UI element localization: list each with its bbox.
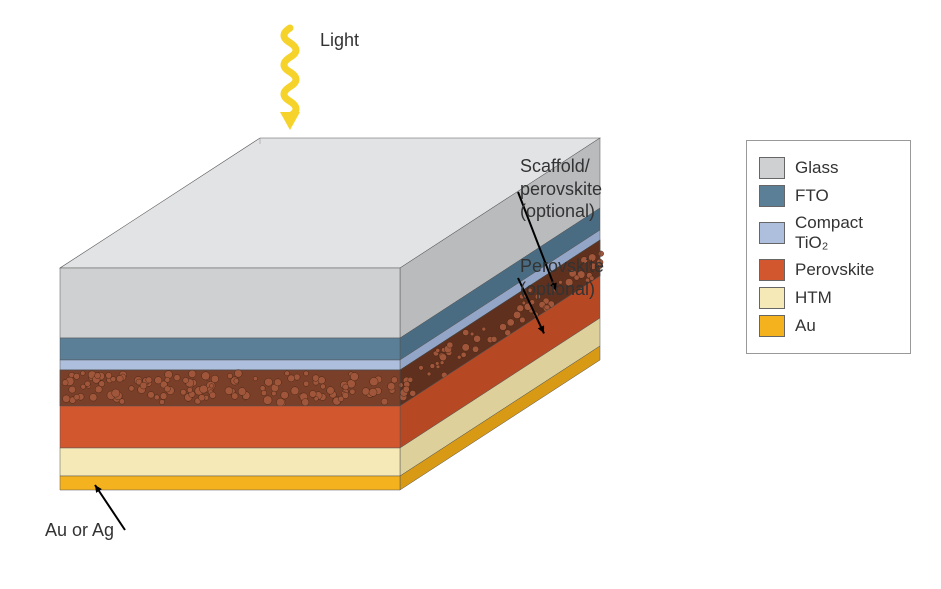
callout-au-ag: Au or Ag bbox=[45, 520, 114, 541]
callout-scaffold: Scaffold/ perovskite (optional) bbox=[520, 155, 602, 223]
legend-swatch bbox=[759, 259, 785, 281]
legend-item: Au bbox=[759, 315, 898, 337]
legend-label: Compact TiO₂ bbox=[795, 213, 898, 253]
legend-item: Compact TiO₂ bbox=[759, 213, 898, 253]
legend-item: Glass bbox=[759, 157, 898, 179]
legend-label: Au bbox=[795, 316, 816, 336]
legend-box: Glass FTO Compact TiO₂ Perovskite HTM Au bbox=[746, 140, 911, 354]
legend-item: HTM bbox=[759, 287, 898, 309]
legend-label: Glass bbox=[795, 158, 838, 178]
callout-au-ag-text: Au or Ag bbox=[45, 520, 114, 540]
legend-item: FTO bbox=[759, 185, 898, 207]
legend-label: Perovskite bbox=[795, 260, 874, 280]
callout-perovskite-opt: Perovskite (optional) bbox=[520, 255, 604, 300]
legend-swatch bbox=[759, 222, 785, 244]
light-label: Light bbox=[320, 30, 359, 51]
legend-swatch bbox=[759, 185, 785, 207]
layer-stack-svg bbox=[40, 20, 620, 580]
legend-item: Perovskite bbox=[759, 259, 898, 281]
callout-scaffold-text: Scaffold/ perovskite (optional) bbox=[520, 156, 602, 221]
callout-perovskite-text: Perovskite (optional) bbox=[520, 256, 604, 299]
legend-label: FTO bbox=[795, 186, 829, 206]
legend-swatch bbox=[759, 157, 785, 179]
legend-swatch bbox=[759, 287, 785, 309]
legend-swatch bbox=[759, 315, 785, 337]
legend-label: HTM bbox=[795, 288, 832, 308]
